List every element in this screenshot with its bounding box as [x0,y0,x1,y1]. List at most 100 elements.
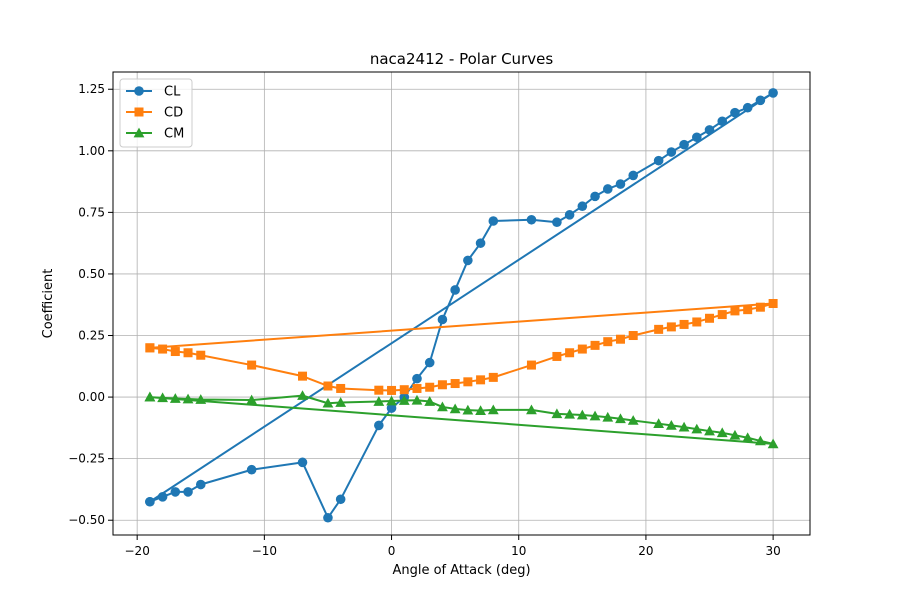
cd-point [705,313,715,323]
cm-point [602,411,614,422]
cd-point [323,381,333,391]
legend-swatch-marker [133,127,145,138]
cd-point [654,324,664,334]
y-tick-label: 1.00 [78,144,105,158]
cd-point [336,383,346,393]
cm-point [386,395,397,406]
legend-swatch-marker [134,86,144,96]
cl-point [424,357,435,368]
cd-point [437,380,447,390]
cl-point [730,107,740,118]
legend-label: CD [164,106,183,121]
cd-point [768,299,778,308]
cl-point [374,420,384,431]
cd-point [755,302,765,312]
cd-point [399,385,409,395]
legend-item-cm: CM [126,127,184,142]
cl-point [386,403,397,413]
cm-point [691,423,703,434]
legend-label: CL [164,85,181,100]
cl-point [615,179,626,189]
cd-point [298,371,308,381]
cd-point [450,379,460,389]
cd-point [463,377,473,387]
cm-point [398,395,410,405]
cl-point [717,116,728,127]
cl-point [246,464,257,475]
legend-label: CM [164,127,184,142]
x-tick-label: 20 [638,544,653,558]
chart-title: naca2412 - Polar Curves [370,50,553,68]
y-tick-label: 0.75 [78,205,105,219]
cl-point [679,139,689,150]
cd-point [183,348,193,358]
cl-point [437,314,448,325]
cd-point [476,375,486,385]
cl-point [564,210,575,220]
cl-point [323,512,333,523]
cm-point [462,404,474,415]
cm-point [653,418,665,429]
cd-point [717,310,727,320]
cm-series [144,390,779,449]
cl-point [552,217,562,228]
cl-point [653,155,664,166]
y-tick-label: 0.50 [78,267,105,281]
cm-point [704,425,715,436]
cd-series [145,299,778,395]
cm-point [157,392,169,403]
legend-item-cl: CL [126,85,181,100]
cd-point [552,351,562,361]
cm-point [144,391,156,402]
cm-point [767,438,779,449]
cd-point [666,322,676,332]
cd-point [158,344,168,354]
y-tick-label: −0.50 [68,513,105,527]
x-tick-label: −20 [125,544,150,558]
cm-point [627,415,639,425]
cm-point [437,401,448,412]
cl-point [450,285,460,295]
cd-point [577,344,587,354]
cm-point [246,394,258,405]
cm-point [678,421,690,432]
cd-point [488,372,498,382]
cm-point [424,396,436,406]
cm-point [551,408,563,419]
cm-point [373,396,385,406]
cd-point [247,360,257,370]
cm-point [576,409,588,420]
cm-point [169,393,181,403]
x-tick-label: −10 [252,544,277,558]
cd-point [628,331,638,341]
cl-point [692,132,702,143]
x-tick-label: 10 [511,544,526,558]
cd-point [170,347,180,357]
cm-point [716,427,728,438]
cl-point [488,216,499,226]
cm-point [754,435,766,446]
cm-point [449,403,461,414]
cl-point [463,255,473,266]
cm-point [487,404,499,415]
cm-point [475,405,486,415]
cm-point [615,413,626,424]
cl-point [195,479,206,490]
cl-point [590,191,600,202]
cl-point [704,125,715,135]
legend-swatch-marker [134,107,144,117]
cd-point [590,340,600,350]
cd-point [145,343,155,353]
cd-point [425,382,435,392]
cl-point [628,170,639,181]
cd-point [679,319,689,329]
cd-point [603,337,613,347]
cm-point [729,429,741,440]
plot-area-frame [112,71,811,536]
cl-point [755,95,766,106]
cm-point [297,390,308,400]
cd-point [692,317,702,327]
cm-point [182,393,194,404]
